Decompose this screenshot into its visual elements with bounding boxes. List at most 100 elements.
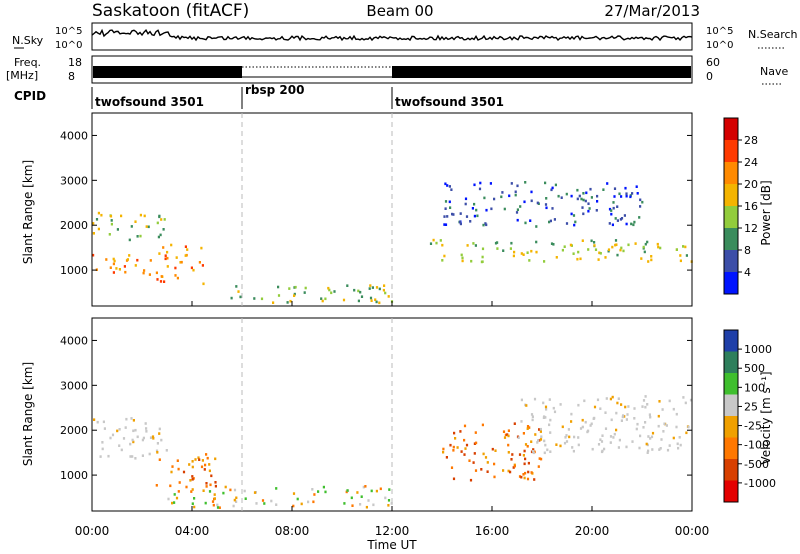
velocity-cell bbox=[149, 436, 153, 439]
velocity-cell bbox=[173, 493, 176, 496]
power-cell bbox=[444, 223, 448, 226]
velocity-cell bbox=[685, 431, 688, 435]
velocity-cell bbox=[531, 415, 534, 418]
noise-right-tick-bottom: 10^0 bbox=[706, 40, 733, 51]
power-cell bbox=[466, 244, 469, 247]
velocity-cell bbox=[659, 447, 662, 450]
power-cell bbox=[582, 192, 585, 195]
velocity-cell bbox=[546, 448, 549, 452]
date-title: 27/Mar/2013 bbox=[604, 2, 700, 20]
power-cell bbox=[461, 259, 464, 263]
power-cell bbox=[293, 292, 296, 296]
velocity-cell bbox=[668, 444, 671, 447]
velocity-cell bbox=[132, 429, 135, 433]
power-cell bbox=[485, 223, 488, 227]
power-cell bbox=[159, 233, 162, 237]
power-cell bbox=[446, 184, 449, 187]
power-cell bbox=[184, 254, 187, 257]
power-cell bbox=[675, 248, 678, 251]
power-cell bbox=[588, 207, 591, 210]
power-cell bbox=[604, 256, 607, 259]
velocity-cell bbox=[481, 423, 484, 427]
velocity-cell bbox=[486, 470, 489, 473]
velocity-cell bbox=[548, 423, 551, 427]
velocity-cell bbox=[542, 401, 545, 405]
power-cell bbox=[622, 249, 625, 253]
power-cell bbox=[529, 219, 532, 222]
velocity-cell bbox=[592, 417, 595, 420]
y-tick-label: 2000 bbox=[60, 219, 88, 232]
power-cell bbox=[630, 222, 633, 226]
velocity-cell bbox=[313, 493, 316, 496]
velocity-cell bbox=[549, 431, 552, 434]
velocity-cell bbox=[502, 430, 506, 433]
power-cell bbox=[608, 207, 612, 211]
velocity-cell bbox=[362, 485, 365, 489]
velocity-cell bbox=[526, 425, 530, 428]
velocity-cell bbox=[473, 452, 476, 455]
velocity-cell bbox=[356, 491, 359, 494]
power-cell bbox=[162, 228, 165, 231]
noise-left-tick-bottom: 10^0 bbox=[55, 40, 82, 51]
velocity-cell bbox=[540, 457, 543, 461]
power-cell bbox=[551, 207, 554, 210]
power-cell bbox=[158, 215, 161, 219]
power-cell bbox=[432, 238, 435, 242]
velocity-cell bbox=[212, 503, 215, 507]
velocity-cell bbox=[617, 446, 620, 449]
power-cell bbox=[160, 218, 163, 221]
power-cell bbox=[163, 218, 166, 221]
velocity-cell bbox=[205, 485, 208, 488]
velocity-cell bbox=[235, 500, 238, 503]
velocity-cell bbox=[224, 485, 227, 489]
velocity-cell bbox=[109, 436, 112, 440]
power-cell bbox=[170, 243, 173, 247]
velocity-cell bbox=[130, 417, 133, 420]
velocity-cell bbox=[124, 426, 127, 429]
power-cell bbox=[162, 246, 165, 249]
velocity-cell bbox=[507, 429, 510, 432]
noise-trace bbox=[91, 28, 693, 42]
velocity-cell bbox=[185, 485, 188, 489]
power-cell bbox=[473, 202, 476, 206]
velocity-cell bbox=[657, 414, 660, 418]
velocity-cell bbox=[197, 456, 200, 459]
velocity-cell bbox=[641, 405, 644, 408]
velocity-cell bbox=[507, 469, 510, 473]
power-cell bbox=[536, 201, 539, 205]
power-cell bbox=[130, 225, 133, 228]
velocity-cell bbox=[322, 485, 325, 489]
power-cell bbox=[460, 253, 463, 257]
power-cell bbox=[277, 285, 280, 289]
power-cell bbox=[139, 213, 142, 217]
velocity-cell bbox=[167, 497, 170, 501]
power-cell bbox=[476, 214, 479, 218]
power-cell bbox=[650, 258, 653, 262]
velocity-cell bbox=[155, 449, 159, 453]
velocity-cell bbox=[136, 435, 139, 439]
power-cell bbox=[320, 297, 323, 300]
velocity-cell bbox=[214, 457, 217, 461]
power-cell bbox=[375, 300, 378, 304]
velocity-cell bbox=[494, 449, 497, 452]
power-cell bbox=[629, 195, 632, 199]
velocity-cell bbox=[523, 449, 526, 453]
power-cell bbox=[174, 274, 177, 277]
velocity-cell bbox=[601, 449, 604, 453]
power-cell bbox=[464, 197, 468, 201]
power-cell bbox=[444, 200, 448, 203]
power-cell bbox=[164, 257, 167, 261]
power-cell bbox=[237, 290, 240, 293]
velocity-cell bbox=[122, 437, 126, 440]
power-cell bbox=[565, 222, 569, 225]
time-tick-label: 00:00 bbox=[675, 524, 710, 538]
velocity-cell bbox=[581, 425, 584, 429]
velocity-cell bbox=[452, 449, 455, 452]
velocity-cell bbox=[141, 454, 144, 457]
velocity-cell bbox=[650, 435, 654, 439]
cpid-label: CPID bbox=[14, 89, 46, 103]
velocity-cell bbox=[526, 427, 529, 430]
velocity-cell bbox=[611, 395, 614, 399]
velocity-cell bbox=[191, 488, 194, 491]
